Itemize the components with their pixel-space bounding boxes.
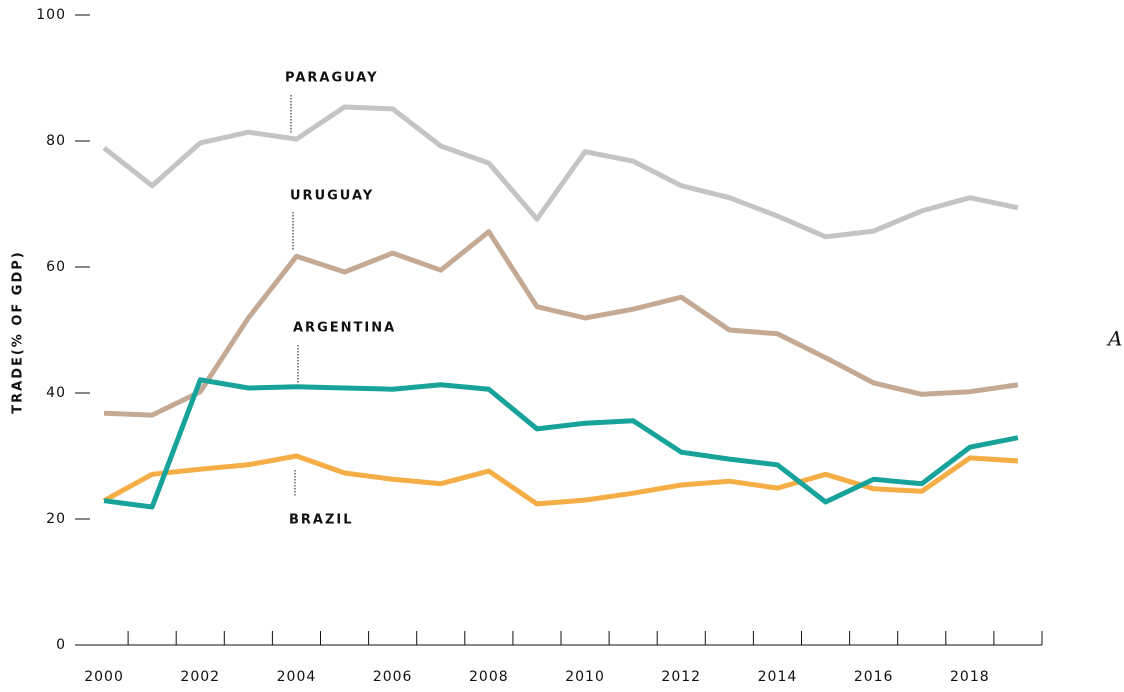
x-tick-label: 2000: [84, 669, 124, 685]
x-tick-label: 2006: [373, 669, 413, 685]
y-tick-label: 60: [46, 259, 66, 275]
y-tick-label: 100: [36, 7, 66, 23]
x-tick-label: 2002: [180, 669, 220, 685]
series-line: [103, 229, 1019, 418]
x-tick-label: 2010: [565, 669, 605, 685]
y-axis-label: TRADE(% OF GDP): [11, 250, 26, 414]
annotation: A: [1106, 327, 1123, 351]
y-tick-label: 0: [56, 637, 66, 653]
y-tick-label: 40: [46, 385, 66, 401]
y-tick-label: 20: [46, 511, 66, 527]
y-tick-label: 80: [46, 133, 66, 149]
series-label: PARAGUAY: [285, 71, 379, 86]
x-tick-label: 2014: [758, 669, 798, 685]
x-tick-label: 2008: [469, 669, 509, 685]
x-tick-label: 2016: [854, 669, 894, 685]
x-tick-label: 2018: [950, 669, 990, 685]
series-line: [102, 104, 1019, 240]
series-line: [102, 453, 1019, 507]
series-label: URUGUAY: [290, 189, 374, 204]
series-line: [103, 377, 1019, 510]
x-tick-label: 2004: [277, 669, 317, 685]
series-label: BRAZIL: [289, 513, 354, 528]
x-tick-label: 2012: [661, 669, 701, 685]
series-label: ARGENTINA: [293, 321, 396, 336]
